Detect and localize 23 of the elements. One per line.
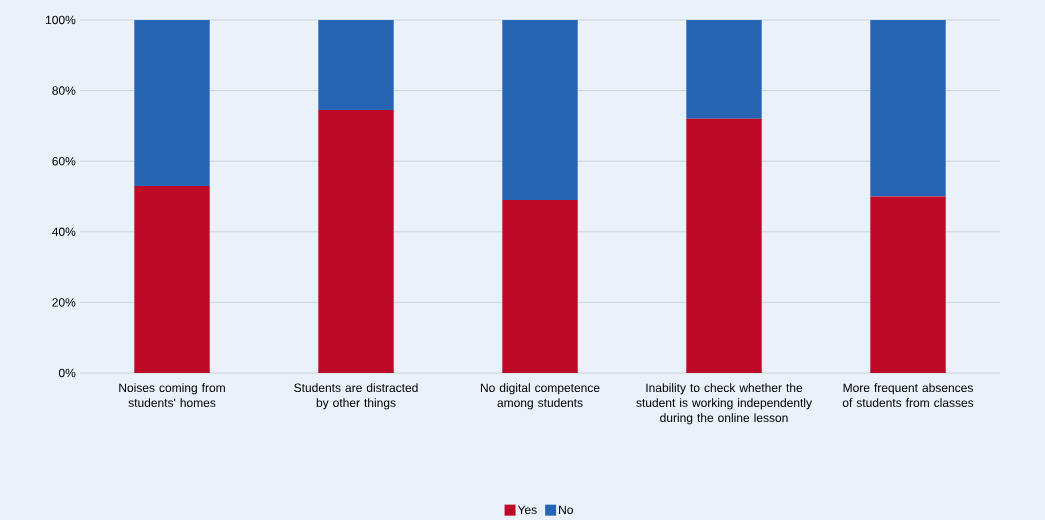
legend-label: No bbox=[559, 505, 573, 515]
bar bbox=[870, 19, 946, 197]
y-tick-label: 80% bbox=[52, 86, 76, 95]
x-tick-label: Inability to check whether the student is working independently during the online lesson bbox=[636, 383, 812, 425]
bar bbox=[502, 19, 578, 201]
bar bbox=[870, 196, 946, 373]
bar bbox=[686, 118, 762, 373]
bar bbox=[318, 19, 394, 110]
bar bbox=[686, 19, 762, 119]
y-tick-label: 40% bbox=[52, 227, 76, 237]
x-tick-label: Noises coming from students' homes bbox=[119, 383, 225, 407]
y-tick-label: 100% bbox=[46, 15, 76, 25]
x-tick-label: No digital competence among students bbox=[480, 383, 600, 410]
bar bbox=[318, 110, 394, 373]
y-tick-label: 0% bbox=[58, 368, 76, 378]
bar bbox=[134, 19, 210, 186]
y-tick-label: 60% bbox=[52, 156, 76, 166]
x-tick-label: Students are distracted by other things bbox=[294, 383, 418, 410]
y-tick-label: 20% bbox=[52, 298, 76, 307]
bar bbox=[134, 185, 210, 373]
legend-label: Yes bbox=[517, 505, 537, 515]
bar bbox=[502, 200, 578, 373]
x-tick-label: More frequent absences of students from classes bbox=[842, 383, 974, 407]
